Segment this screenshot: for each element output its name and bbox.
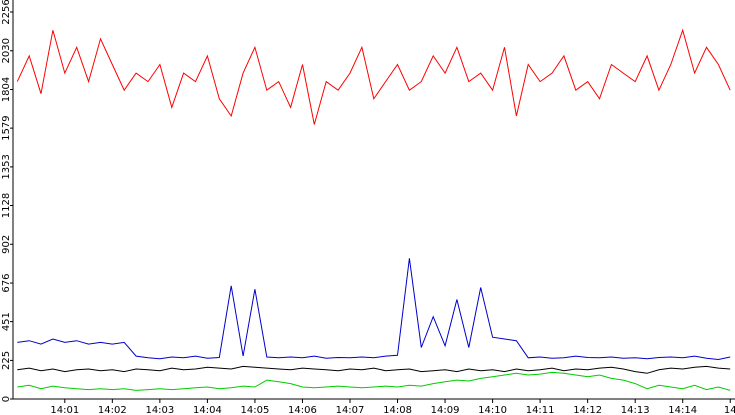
x-tick-label: 14:03 [145, 405, 174, 415]
x-tick-label: 14 [724, 405, 735, 415]
series-line [16, 28, 731, 125]
x-tick-label: 14:01 [50, 405, 79, 415]
x-tick-label: 14:12 [573, 405, 602, 415]
y-tick-label: 451 [1, 312, 12, 331]
x-tick-label: 14:14 [668, 405, 697, 415]
series-line [17, 365, 731, 374]
y-tick-label: 225 [1, 351, 12, 370]
y-tick-label: 0 [1, 396, 12, 402]
y-tick-label: 676 [1, 273, 12, 292]
y-tick-label: 2256 [1, 0, 12, 25]
x-tick-label: 14:05 [241, 405, 270, 415]
x-tick-label: 14:10 [478, 405, 507, 415]
x-tick-label: 14:09 [431, 405, 460, 415]
y-tick-label: 2030 [1, 38, 12, 63]
x-tick-label: 14:13 [621, 405, 650, 415]
y-tick-label: 902 [1, 235, 12, 254]
series-line [17, 371, 731, 391]
x-tick-label: 14:08 [383, 405, 412, 415]
y-tick-label: 1353 [1, 154, 12, 179]
y-tick-label: 1128 [1, 193, 12, 218]
y-tick-label: 1579 [1, 115, 12, 140]
x-tick-label: 14:06 [288, 405, 317, 415]
x-tick-label: 14:07 [336, 405, 365, 415]
x-tick-label: 14:04 [193, 405, 222, 415]
x-tick-label: 14:02 [98, 405, 127, 415]
y-tick-label: 1804 [1, 77, 12, 102]
series-line [17, 258, 731, 361]
x-tick-label: 14:11 [526, 405, 555, 415]
